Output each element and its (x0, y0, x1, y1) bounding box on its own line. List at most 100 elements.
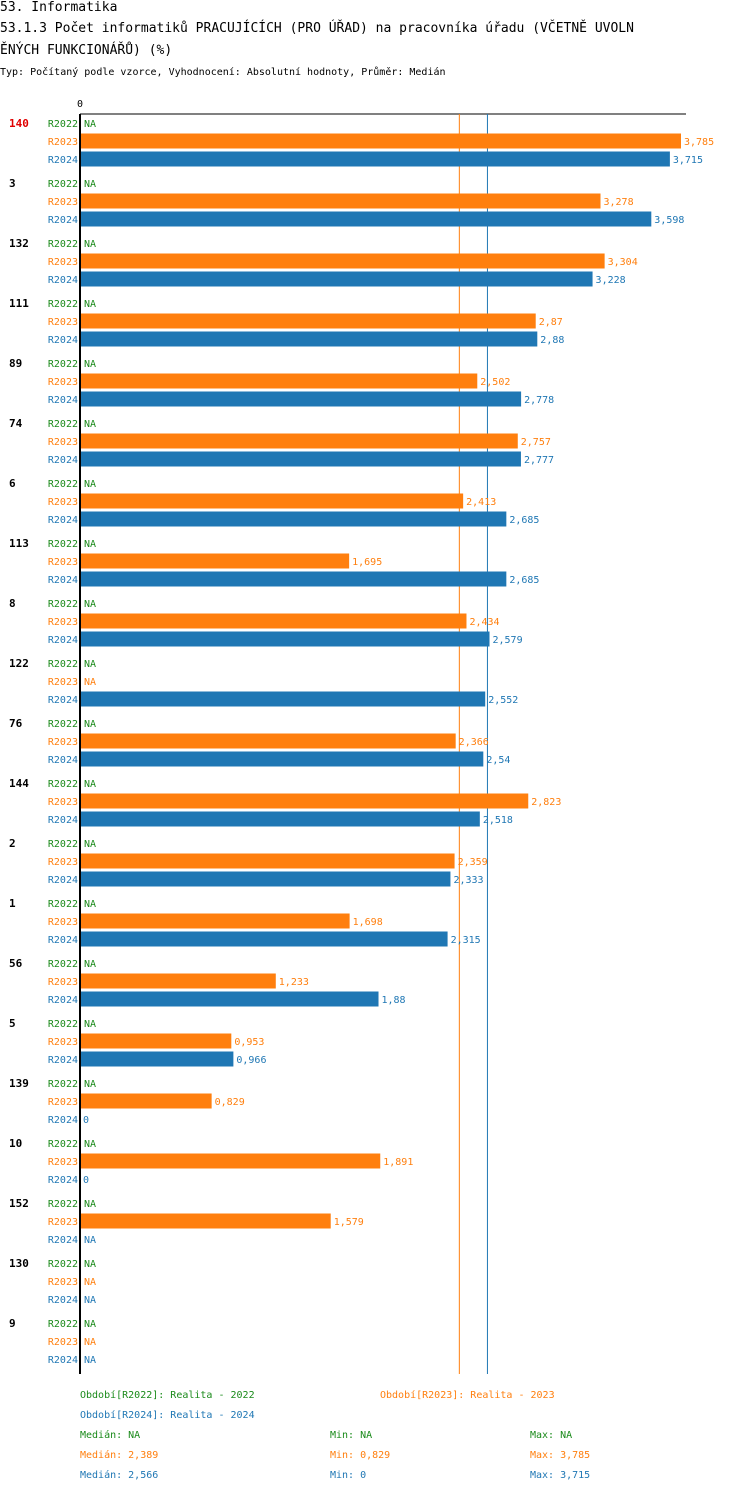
data-label: 2,823 (531, 797, 561, 808)
bar-r2023 (80, 733, 456, 749)
na-label: NA (84, 959, 96, 970)
na-label: NA (84, 1019, 96, 1030)
category-label: 56 (9, 957, 23, 970)
series-row-label: R2023 (48, 677, 78, 688)
category-label: 89 (9, 357, 22, 370)
category-label: 5 (9, 1017, 16, 1030)
category-label: 6 (9, 477, 16, 490)
chart-title-line2: ĚNÝCH FUNKCIONÁŘŮ) (%) (0, 43, 173, 58)
na-label: NA (84, 539, 96, 550)
data-label: 3,228 (596, 275, 626, 286)
series-row-label: R2023 (48, 1097, 78, 1108)
bar-r2024 (80, 631, 490, 647)
series-row-label: R2022 (48, 599, 78, 610)
data-label: 2,87 (539, 317, 563, 328)
bar-r2023 (80, 1153, 381, 1169)
data-label: 1,698 (353, 917, 383, 928)
series-row-label: R2023 (48, 197, 78, 208)
bar-r2023 (80, 253, 605, 269)
bar-r2023 (80, 1213, 331, 1229)
data-label: 0 (83, 1115, 89, 1126)
legend-r2022: Období[R2022]: Realita - 2022 (80, 1390, 255, 1401)
data-label: 0,966 (236, 1055, 266, 1066)
series-row-label: R2024 (48, 1235, 78, 1246)
series-row-label: R2024 (48, 875, 78, 886)
series-row-label: R2024 (48, 335, 78, 346)
series-row-label: R2022 (48, 659, 78, 670)
series-row-label: R2023 (48, 497, 78, 508)
data-label: 2,333 (453, 875, 483, 886)
series-row-label: R2024 (48, 1295, 78, 1306)
na-label: NA (84, 1355, 96, 1366)
data-label: 2,315 (451, 935, 481, 946)
series-row-label: R2022 (48, 359, 78, 370)
data-label: 1,891 (383, 1157, 413, 1168)
series-row-label: R2024 (48, 575, 78, 586)
bar-r2023 (80, 913, 350, 929)
stat-r2024-median: Medián: 2,566 (80, 1470, 159, 1481)
series-row-label: R2024 (48, 1355, 78, 1366)
na-label: NA (84, 179, 96, 190)
category-label: 139 (9, 1077, 29, 1090)
bar-r2023 (80, 853, 455, 869)
series-row-label: R2022 (48, 899, 78, 910)
category-label: 8 (9, 597, 16, 610)
category-label: 130 (9, 1257, 29, 1270)
data-label: 2,777 (524, 455, 554, 466)
data-label: 0,829 (215, 1097, 245, 1108)
na-label: NA (84, 677, 96, 688)
na-label: NA (84, 659, 96, 670)
data-label: 2,366 (459, 737, 489, 748)
series-row-label: R2022 (48, 719, 78, 730)
data-label: 2,54 (486, 755, 510, 766)
na-label: NA (84, 1199, 96, 1210)
series-row-label: R2022 (48, 1079, 78, 1090)
axis-zero-label: 0 (77, 99, 83, 110)
data-label: 0,953 (234, 1037, 264, 1048)
category-label: 76 (9, 717, 23, 730)
series-row-label: R2022 (48, 1259, 78, 1270)
series-row-label: R2024 (48, 515, 78, 526)
stat-r2022-max: Max: NA (530, 1430, 573, 1441)
data-label: 3,715 (673, 155, 703, 166)
data-label: 3,785 (684, 137, 714, 148)
series-row-label: R2024 (48, 635, 78, 646)
series-row-label: R2022 (48, 479, 78, 490)
bar-r2024 (80, 151, 670, 167)
na-label: NA (84, 119, 96, 130)
data-label: 2,685 (509, 515, 539, 526)
series-row-label: R2024 (48, 215, 78, 226)
series-row-label: R2024 (48, 155, 78, 166)
series-row-label: R2023 (48, 377, 78, 388)
series-row-label: R2023 (48, 617, 78, 628)
bar-chart: 0 140 R2022 NA R2023 3,785 R2024 3,715 3 R2022 NA R… (9, 99, 714, 1374)
na-label: NA (84, 899, 96, 910)
data-label: 2,413 (466, 497, 496, 508)
bar-r2024 (80, 751, 484, 767)
data-label: 2,579 (493, 635, 523, 646)
category-label: 132 (9, 237, 29, 250)
bar-r2024 (80, 391, 522, 407)
bar-r2023 (80, 193, 601, 209)
category-label: 74 (9, 417, 23, 430)
category-label: 2 (9, 837, 16, 850)
na-label: NA (84, 719, 96, 730)
series-row-label: R2022 (48, 959, 78, 970)
bar-r2024 (80, 691, 486, 707)
bar-r2023 (80, 1093, 212, 1109)
na-label: NA (84, 599, 96, 610)
data-label: 2,518 (483, 815, 513, 826)
series-row-label: R2022 (48, 779, 78, 790)
series-row-label: R2023 (48, 557, 78, 568)
data-label: 1,695 (352, 557, 382, 568)
series-row-label: R2024 (48, 1055, 78, 1066)
data-label: 1,233 (279, 977, 309, 988)
category-label: 9 (9, 1317, 16, 1330)
na-label: NA (84, 359, 96, 370)
series-row-label: R2024 (48, 755, 78, 766)
na-label: NA (84, 1259, 96, 1270)
series-row-label: R2022 (48, 1139, 78, 1150)
data-label: 3,278 (603, 197, 633, 208)
stat-r2023-median: Medián: 2,389 (80, 1450, 159, 1461)
data-label: 2,685 (509, 575, 539, 586)
